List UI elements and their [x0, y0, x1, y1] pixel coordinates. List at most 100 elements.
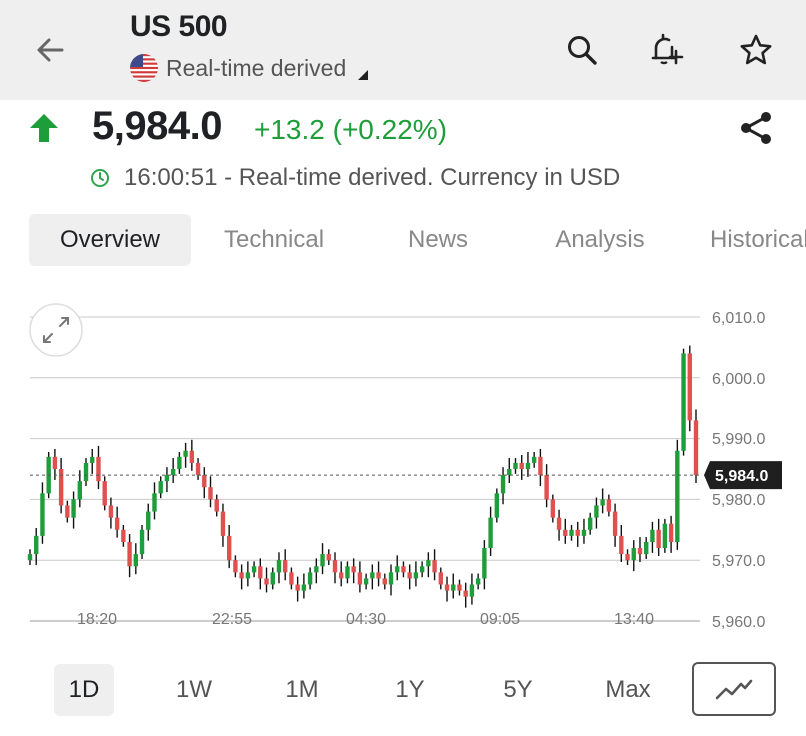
- candle: [208, 476, 213, 508]
- candle: [637, 537, 643, 563]
- candle: [382, 573, 387, 590]
- candle: [102, 476, 107, 511]
- candle: [71, 491, 76, 529]
- add-alert-button[interactable]: [646, 30, 686, 70]
- expand-icon: [43, 317, 69, 343]
- candle: [500, 467, 506, 505]
- y-tick-label: 6,010.0: [712, 310, 765, 327]
- period-1w[interactable]: 1W: [176, 676, 212, 703]
- candle: [488, 506, 493, 556]
- candle: [525, 451, 531, 477]
- search-button[interactable]: [562, 30, 602, 70]
- x-tick-label: 09:05: [480, 611, 520, 628]
- candle: [438, 567, 444, 590]
- candle: [451, 573, 456, 599]
- candle: [457, 579, 462, 596]
- candle: [432, 549, 437, 581]
- tab-analysis[interactable]: Analysis: [555, 226, 645, 253]
- candle: [90, 448, 95, 474]
- candle: [357, 561, 363, 593]
- expand-chart-button[interactable]: [29, 303, 83, 357]
- candle: [550, 494, 556, 523]
- candle: [395, 555, 400, 581]
- candle: [662, 518, 668, 553]
- candle: [401, 561, 406, 578]
- candle: [233, 555, 238, 578]
- candle: [202, 467, 207, 499]
- chart-type-button[interactable]: [692, 662, 776, 716]
- tab-news[interactable]: News: [407, 226, 468, 253]
- candle: [388, 564, 394, 596]
- candle: [282, 549, 288, 581]
- share-button[interactable]: [736, 108, 776, 148]
- candle: [276, 552, 282, 584]
- candle: [133, 543, 139, 575]
- candle: [295, 576, 300, 602]
- x-tick-label: 18:20: [77, 611, 117, 628]
- candle: [376, 561, 381, 587]
- candle: [650, 521, 655, 553]
- candle: [563, 518, 568, 544]
- candle: [164, 467, 170, 493]
- tab-technical[interactable]: Technical: [223, 226, 325, 253]
- candle: [114, 506, 120, 538]
- candle: [587, 512, 593, 535]
- x-tick-label: 22:55: [212, 611, 252, 628]
- candle: [34, 527, 39, 566]
- y-tick-label: 6,000.0: [712, 371, 765, 388]
- candle: [363, 573, 369, 590]
- back-arrow-icon: [37, 38, 64, 62]
- section-tabs: Overview Technical News Analysis Histori…: [0, 214, 806, 268]
- candle: [656, 518, 661, 556]
- candle: [538, 448, 543, 487]
- candle: [351, 558, 356, 584]
- candles-group: [27, 345, 699, 608]
- candle: [625, 549, 630, 566]
- candle: [170, 458, 176, 483]
- tab-historical[interactable]: Historical: [710, 226, 806, 253]
- candle: [531, 451, 537, 468]
- period-1y[interactable]: 1Y: [395, 676, 425, 703]
- period-1d[interactable]: 1D: [54, 664, 114, 716]
- period-5y[interactable]: 5Y: [503, 676, 533, 703]
- tab-overview[interactable]: Overview: [29, 214, 191, 266]
- candle: [189, 439, 195, 471]
- candle: [239, 564, 244, 590]
- share-icon: [741, 112, 771, 144]
- watchlist-star-button[interactable]: [736, 30, 776, 70]
- candle: [314, 558, 319, 584]
- candle: [494, 488, 500, 523]
- candle: [413, 561, 419, 587]
- candle: [544, 464, 549, 508]
- candle: [675, 439, 680, 550]
- candle: [339, 561, 344, 587]
- y-tick-label: 5,980.0: [712, 492, 765, 509]
- candle: [320, 543, 325, 575]
- x-axis-labels: 18:20 22:55 04:30 09:05 13:40: [77, 611, 654, 628]
- candle: [127, 534, 132, 578]
- candle: [177, 451, 182, 474]
- candle: [158, 476, 163, 499]
- candle: [77, 470, 82, 508]
- add-alert-icon: [651, 33, 684, 65]
- us-flag-icon: [130, 54, 158, 82]
- back-button[interactable]: [30, 30, 70, 70]
- y-tick-label: 5,970.0: [712, 553, 765, 570]
- candle: [258, 558, 263, 590]
- price-chart[interactable]: 18:20 22:55 04:30 09:05 13:40 6,010.0 6,…: [0, 290, 806, 640]
- clock-icon: [91, 169, 109, 187]
- candle: [40, 482, 45, 544]
- candle: [27, 549, 33, 566]
- candle: [463, 582, 468, 608]
- candle: [569, 524, 574, 541]
- candle: [426, 552, 431, 578]
- last-price: 5,984.0: [92, 104, 222, 148]
- data-source-selector[interactable]: Real-time derived: [130, 52, 370, 84]
- search-icon: [568, 36, 597, 65]
- candle: [575, 521, 580, 547]
- candle: [644, 537, 649, 559]
- candle: [606, 494, 612, 517]
- period-1m[interactable]: 1M: [285, 676, 319, 703]
- period-max[interactable]: Max: [605, 676, 651, 703]
- data-source-label: Real-time derived: [166, 54, 347, 81]
